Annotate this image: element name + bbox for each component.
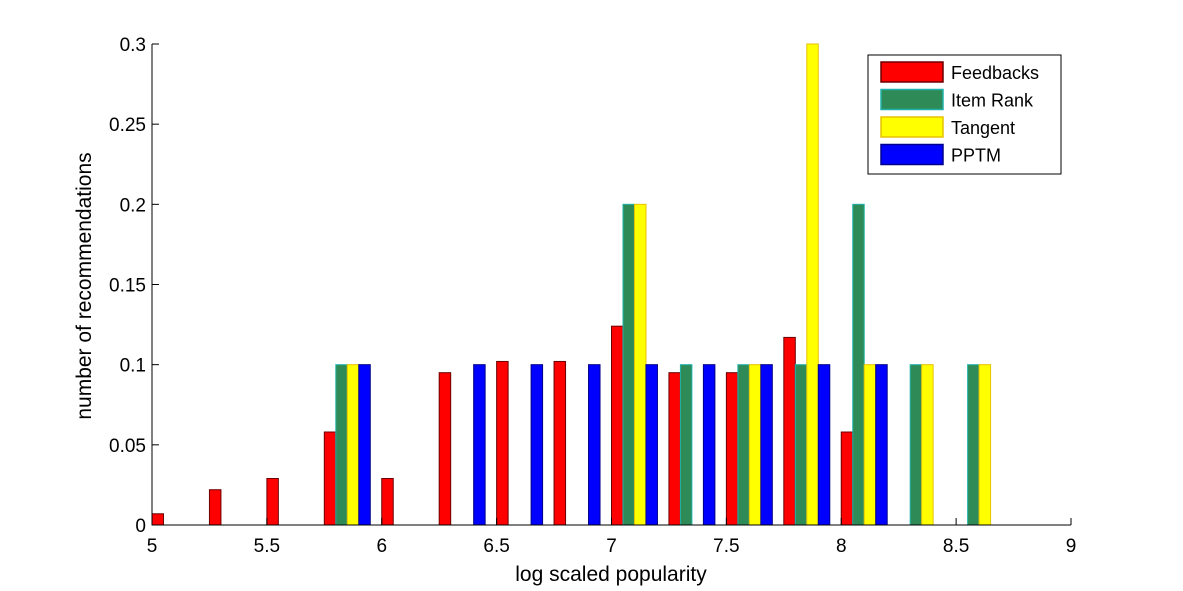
- bar-feedbacks-4: [381, 478, 394, 526]
- bar-feedbacks-1: [208, 489, 222, 526]
- x-tick-label: 6: [376, 536, 387, 557]
- x-tick-label: 9: [1066, 536, 1077, 557]
- legend: Feedbacks Item Rank Tangent PPTM: [867, 54, 1062, 175]
- bar-feedbacks-3: [323, 431, 337, 526]
- x-tick-label: 8: [836, 536, 847, 557]
- bar-item-rank-11: [794, 364, 808, 526]
- bar-item-rank-9: [679, 364, 693, 526]
- bar-tangent-11: [806, 43, 819, 526]
- legend-swatch-tangent: [880, 116, 944, 138]
- bar-feedbacks-5: [438, 372, 452, 526]
- x-tick-label: 5.5: [254, 536, 280, 557]
- bar-feedbacks-0: [151, 513, 164, 526]
- y-tick-label: 0.25: [109, 115, 146, 136]
- bar-item-rank-10: [737, 364, 750, 526]
- y-tick-label: 0.1: [120, 356, 146, 377]
- y-axis-label: number of recommendations: [73, 152, 96, 419]
- bar-item-rank-12: [852, 203, 865, 526]
- bar-feedbacks-8: [611, 325, 624, 526]
- bar-pptm-5: [473, 364, 486, 526]
- legend-swatch-item-rank: [880, 88, 944, 111]
- bar-item-rank-8: [622, 203, 635, 526]
- bar-pptm-7: [588, 364, 601, 526]
- x-tick-label: 6.5: [483, 536, 509, 557]
- bar-feedbacks-11: [783, 336, 796, 526]
- y-tick-label: 0: [135, 516, 146, 537]
- bar-feedbacks-12: [840, 431, 854, 526]
- bar-pptm-3: [358, 364, 371, 526]
- bar-pptm-9: [702, 364, 716, 526]
- bar-pptm-6: [530, 364, 544, 526]
- bar-item-rank-13: [909, 364, 923, 526]
- y-tick-label: 0.15: [109, 276, 146, 297]
- bar-pptm-12: [875, 364, 888, 526]
- bar-tangent-3: [346, 364, 360, 526]
- bar-feedbacks-2: [266, 478, 279, 526]
- bar-feedbacks-7: [553, 360, 567, 526]
- bar-tangent-14: [978, 364, 992, 526]
- bar-tangent-13: [921, 364, 934, 526]
- x-tick-label: 7: [606, 536, 617, 557]
- bar-item-rank-14: [967, 364, 980, 526]
- bars-group: [151, 43, 992, 526]
- bar-feedbacks-6: [496, 360, 509, 526]
- bar-tangent-10: [748, 364, 762, 526]
- axes-group: 5 5.5 6 6.5 7 7.5 8 8.5 9 0 0.05 0.1 0.15 0.2 0.25 0.3: [109, 35, 1076, 557]
- bar-feedbacks-9: [668, 372, 681, 526]
- bar-pptm-10: [760, 364, 773, 526]
- y-tick-label: 0.05: [109, 436, 146, 457]
- bar-feedbacks-10: [725, 372, 739, 526]
- y-tick-label: 0.2: [120, 195, 146, 216]
- x-axis-label: log scaled popularity: [515, 563, 707, 586]
- legend-swatch-pptm: [880, 143, 944, 166]
- legend-label: Tangent: [951, 118, 1015, 138]
- y-tick-label: 0.3: [120, 35, 146, 56]
- bar-item-rank-3: [335, 364, 348, 526]
- bar-tangent-8: [633, 203, 647, 526]
- legend-swatch-feedbacks: [880, 61, 944, 83]
- x-tick-label: 7.5: [713, 536, 739, 557]
- legend-label: Feedbacks: [951, 63, 1039, 83]
- legend-label: PPTM: [951, 146, 1001, 166]
- bar-tangent-12: [863, 364, 877, 526]
- legend-label: Item Rank: [951, 91, 1034, 111]
- x-tick-label: 5: [147, 536, 158, 557]
- bar-pptm-8: [645, 364, 658, 526]
- bar-pptm-11: [817, 364, 831, 526]
- x-tick-label: 8.5: [943, 536, 969, 557]
